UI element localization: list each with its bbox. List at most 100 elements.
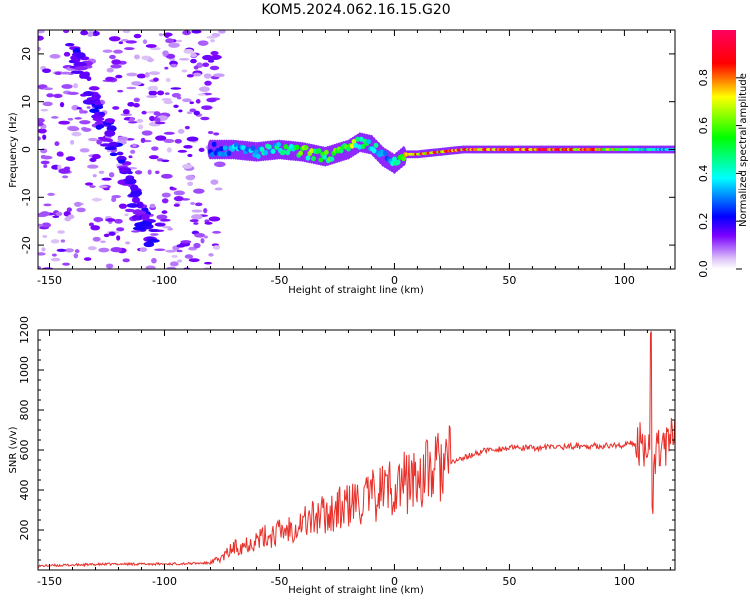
spectrogram-ytick-label: 20 xyxy=(20,47,33,61)
spectrogram-cell xyxy=(127,101,135,107)
spectrogram-cell xyxy=(153,111,161,116)
spectrogram-cell xyxy=(133,33,142,39)
spectrogram-cell xyxy=(153,77,159,82)
spectrogram-cell xyxy=(108,141,119,148)
spectrogram-cell xyxy=(103,233,110,238)
spectrogram-cell xyxy=(98,170,105,174)
spectrogram-cell xyxy=(193,242,201,249)
spectrogram-cell xyxy=(38,128,47,134)
spectrogram-cell xyxy=(122,258,130,263)
spectrogram-cell xyxy=(132,210,147,215)
spectrogram-cell xyxy=(176,39,183,43)
spectrogram-cell xyxy=(185,174,196,181)
spectrogram-cell xyxy=(38,223,44,227)
spectrogram-cell xyxy=(66,91,79,96)
snr-ticks: -150 -100 -50 0 50 100 200 400 600 800 1000 1200 xyxy=(18,316,675,588)
spectrogram-cell xyxy=(382,150,388,156)
spectrogram-xtick-label: 0 xyxy=(391,274,398,287)
spectrogram-cell xyxy=(349,143,355,149)
spectrogram-cell xyxy=(191,214,203,220)
spectrogram-cell xyxy=(194,202,203,207)
spectrogram-cell xyxy=(71,131,82,137)
spectrogram-cell xyxy=(207,59,215,63)
spectrogram-cell xyxy=(184,125,190,130)
colorbar-ticks: 0.0 0.2 0.4 0.6 0.8 xyxy=(697,69,742,278)
spectrogram-cell xyxy=(210,179,219,185)
spectrogram-cell xyxy=(189,108,197,113)
spectrogram-cell xyxy=(190,58,197,64)
spectrogram-cell xyxy=(222,145,228,151)
spectrogram-cell xyxy=(117,89,124,93)
spectrogram-cell xyxy=(64,42,75,47)
spectrogram-cell xyxy=(73,83,79,89)
spectrogram-cell xyxy=(88,222,94,227)
spectrogram-cell xyxy=(186,74,194,78)
spectrogram-cell xyxy=(86,97,99,101)
spectrogram-cell xyxy=(132,226,147,231)
spectrogram-cell xyxy=(149,47,161,51)
spectrogram-cell xyxy=(263,150,269,156)
spectrogram-cell xyxy=(73,253,79,259)
spectrogram-cell xyxy=(360,143,366,150)
spectrogram-cell xyxy=(116,151,124,156)
spectrogram-cell xyxy=(38,30,45,34)
snr-series-line xyxy=(38,331,675,568)
spectrogram-cell xyxy=(213,73,225,78)
spectrogram-cell xyxy=(41,247,46,252)
spectrogram-cell xyxy=(105,218,116,222)
spectrogram-cell xyxy=(63,51,71,57)
spectrogram-cell xyxy=(140,137,146,144)
spectrogram-cell xyxy=(81,127,92,132)
spectrogram-cell xyxy=(145,44,157,48)
spectrogram-cell xyxy=(73,57,81,63)
spectrogram-cell xyxy=(63,30,70,34)
spectrogram-cell xyxy=(193,222,199,225)
spectrogram-cell xyxy=(255,153,261,159)
colorbar-tick-label: 0.6 xyxy=(697,117,710,135)
spectrogram-cell xyxy=(161,210,168,214)
spectrogram-cell xyxy=(101,177,112,181)
spectrogram-cell xyxy=(86,106,91,109)
spectrogram-cell xyxy=(92,174,97,178)
spectrogram-cell xyxy=(98,111,105,116)
spectrogram-cell xyxy=(112,106,120,110)
spectrogram-cell xyxy=(266,144,272,150)
snr-frame xyxy=(37,329,676,571)
spectrogram-cell xyxy=(176,96,182,100)
spectrogram-cell xyxy=(161,192,171,198)
spectrogram-cell xyxy=(176,244,186,248)
spectrogram-cell xyxy=(169,261,179,267)
spectrogram-cell xyxy=(170,87,182,90)
spectrogram-cell xyxy=(182,98,192,103)
spectrogram-cell xyxy=(126,203,140,208)
spectrogram-cell xyxy=(220,151,226,157)
spectrogram-cell xyxy=(154,222,166,227)
spectrogram-cell xyxy=(76,207,86,213)
spectrogram-cell xyxy=(127,120,138,124)
snr-ytick-label: 200 xyxy=(18,520,31,541)
spectrogram-cell xyxy=(82,98,96,105)
spectrogram-cell xyxy=(59,101,65,108)
spectrogram-cell xyxy=(80,30,89,36)
spectrogram-cell xyxy=(54,141,60,147)
spectrogram-cell xyxy=(87,31,94,37)
spectrogram-cell xyxy=(193,110,200,116)
spectrogram-cell xyxy=(111,59,122,65)
spectrogram-cell xyxy=(183,48,194,54)
spectrogram-cell xyxy=(38,121,44,127)
spectrogram-cell xyxy=(83,257,92,261)
spectrogram-cell xyxy=(105,263,114,269)
spectrogram-cell xyxy=(40,108,49,112)
spectrogram-cell xyxy=(160,218,171,222)
spectrogram-cell xyxy=(92,236,101,242)
spectrogram-cell xyxy=(131,196,140,204)
spectrogram-cell xyxy=(70,70,84,74)
spectrogram-cell xyxy=(39,211,50,217)
spectrogram-cell xyxy=(64,248,74,253)
spectrogram-cell xyxy=(38,46,41,52)
snr-panel: -150 -100 -50 0 50 100 200 400 600 800 1000 1200 He… xyxy=(8,316,676,596)
spectrogram-cell xyxy=(173,190,185,196)
spectrogram-cell xyxy=(177,128,185,134)
spectrogram-cell xyxy=(390,160,396,167)
